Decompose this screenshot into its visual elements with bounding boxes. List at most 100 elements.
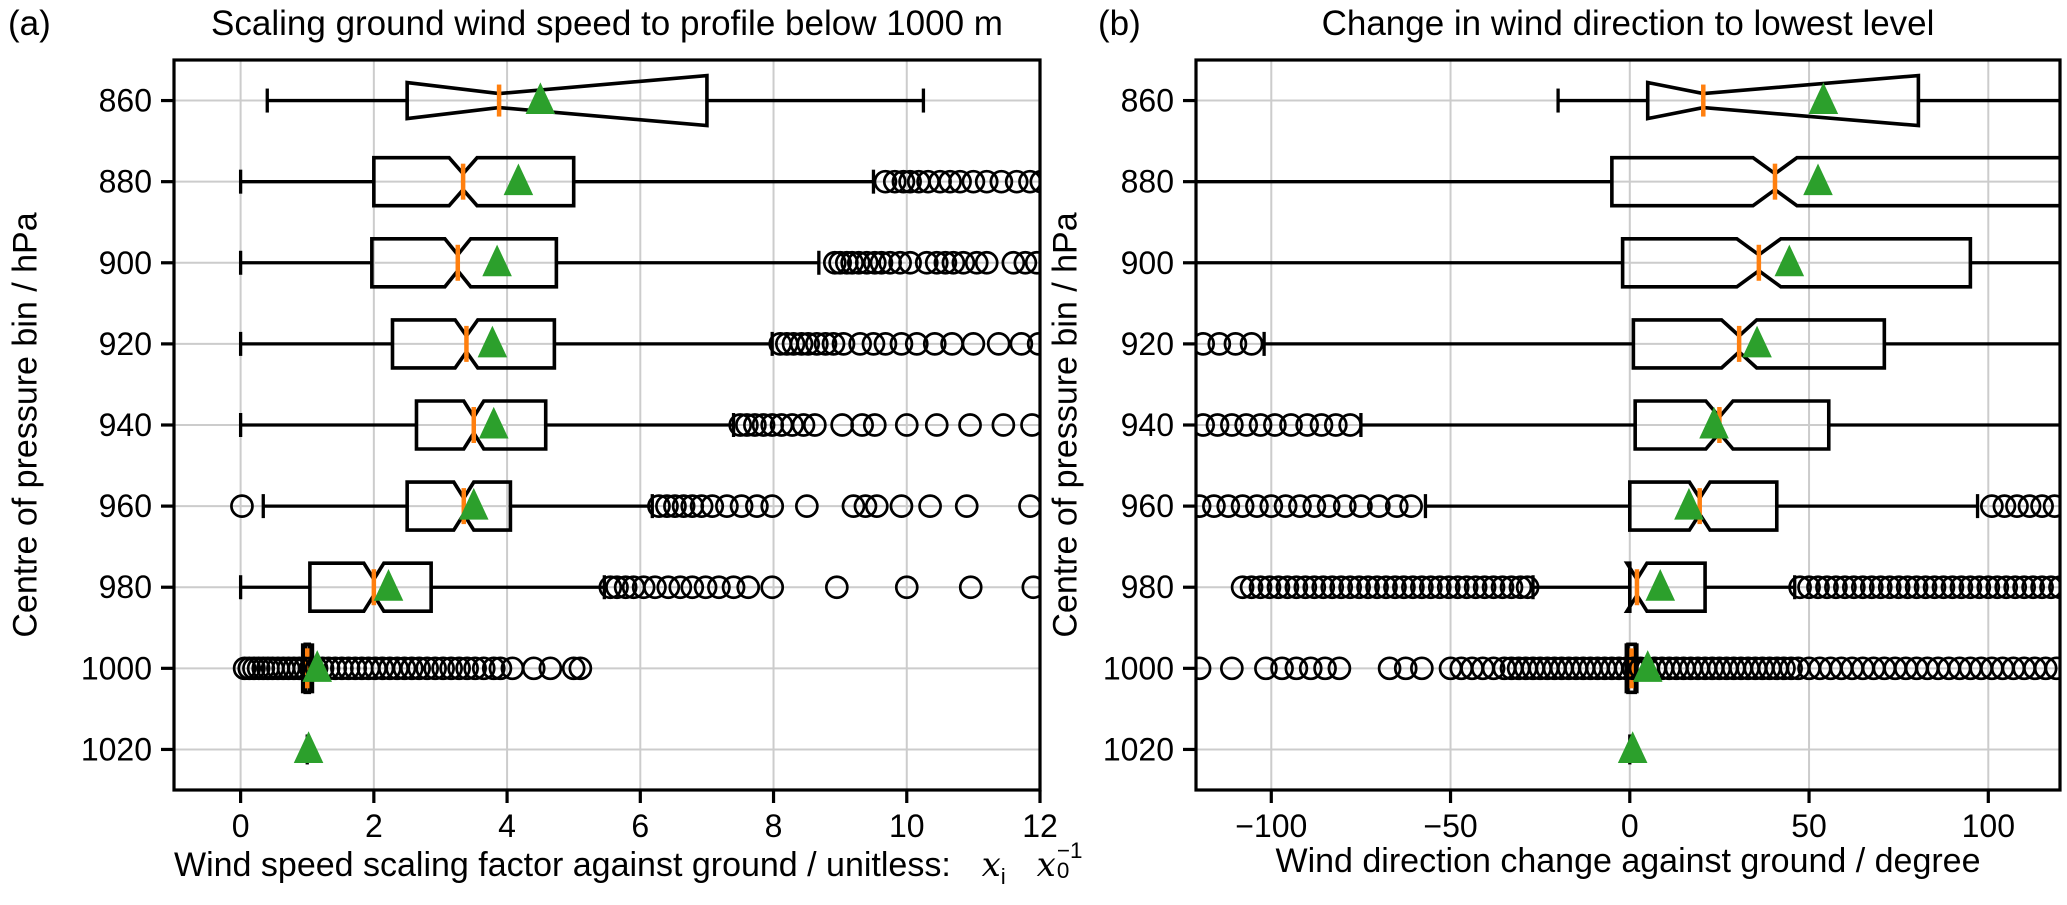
outlier-point [745, 494, 769, 518]
outlier-point [951, 250, 976, 275]
outlier-point [889, 494, 914, 518]
outlier-point [1021, 575, 1040, 600]
outlier-point [1454, 575, 1479, 600]
box-notched [390, 318, 557, 370]
mean-marker [525, 82, 556, 115]
outlier-point [1263, 413, 1287, 437]
outlier-point [1859, 575, 1884, 600]
outlier-point [918, 494, 942, 518]
outlier-point [736, 575, 761, 600]
outlier-point [831, 332, 856, 356]
outlier-point [735, 413, 759, 437]
y-tick-label: 900 [1121, 245, 1174, 281]
outlier-point [1293, 575, 1318, 600]
outlier-point [715, 494, 739, 518]
outlier-point [760, 494, 785, 518]
outlier-point [568, 656, 593, 681]
outlier-point [1284, 656, 1309, 681]
outlier-point [802, 413, 827, 437]
y-tick-label: 1000 [1103, 650, 1174, 686]
outlier-point [914, 250, 939, 275]
outlier-point [1931, 575, 1956, 600]
outlier-point [974, 250, 999, 275]
outlier-point [1220, 656, 1244, 681]
mean-marker [293, 731, 324, 763]
box [1626, 642, 1637, 695]
outlier-point [841, 494, 866, 518]
outlier-point [471, 656, 496, 681]
outlier-point [1481, 575, 1506, 600]
outlier-point [1323, 413, 1348, 437]
outlier-point [958, 575, 983, 600]
outlier-point [463, 656, 487, 681]
outlier-point [1877, 575, 1902, 600]
outlier-point [958, 413, 982, 437]
outlier-point [1349, 494, 1373, 518]
outlier-point [521, 656, 546, 681]
box-notched [405, 480, 513, 532]
mean-marker [373, 569, 404, 601]
outlier-point [1772, 656, 1796, 681]
y-tick-label: 1020 [81, 731, 152, 767]
outlier-point [1239, 332, 1264, 356]
outlier-point [2033, 656, 2058, 681]
outlier-point [700, 494, 725, 518]
data-layer [1196, 73, 2060, 765]
outlier-point [2005, 494, 2029, 518]
outlier-point [1295, 413, 1319, 437]
outlier-point [2039, 575, 2060, 600]
outlier-point [964, 250, 989, 275]
outlier-point [854, 250, 879, 275]
outlier-point [655, 494, 679, 518]
outlier-point [1384, 494, 1409, 518]
outlier-point [1202, 494, 1226, 518]
outlier-point [889, 332, 914, 356]
outlier-point [1266, 575, 1291, 600]
outlier-point [2021, 575, 2045, 600]
outlier-point [230, 494, 254, 518]
y-tick-label: 920 [1121, 326, 1174, 362]
x-tick-label: 50 [1791, 808, 1827, 844]
outlier-point [1230, 494, 1255, 518]
mean-marker [503, 163, 534, 196]
outlier-point [1338, 575, 1363, 600]
outlier-point [1245, 494, 1269, 518]
outlier-point [1436, 575, 1461, 600]
outlier-point [898, 169, 922, 194]
outlier-point [1320, 575, 1345, 600]
outlier-point [1992, 494, 2017, 518]
outlier-point [1196, 494, 1212, 518]
y-tick-label: 900 [99, 245, 152, 281]
outlier-point [561, 656, 586, 681]
outlier-point [862, 413, 887, 437]
y-tick-label: 880 [1121, 164, 1174, 200]
y-tick-label: 1020 [1103, 731, 1174, 767]
outlier-point [1013, 250, 1038, 275]
panel-a-tag: (a) [8, 4, 51, 43]
outlier-point [1230, 575, 1255, 600]
outlier-point [439, 656, 463, 681]
outlier-point [1004, 169, 1029, 194]
outlier-point [1196, 656, 1212, 681]
y-tick-label: 960 [1121, 488, 1174, 524]
outlier-point [647, 494, 671, 518]
box-notched [370, 236, 559, 289]
outlier-point [1216, 494, 1241, 518]
outlier-point [415, 656, 439, 681]
outlier-point [1279, 413, 1303, 437]
panel-a-xlabel-text: Wind speed scaling factor against ground… [174, 846, 951, 884]
outlier-point [1508, 575, 1533, 600]
mean-marker [302, 650, 333, 682]
box-notched [308, 561, 433, 614]
x-tick-label: 4 [498, 808, 516, 844]
outlier-point [924, 250, 949, 275]
outlier-point [1275, 575, 1300, 600]
outlier-point [1288, 494, 1312, 518]
outlier-point [1316, 494, 1341, 518]
outlier-point [1797, 575, 1821, 600]
outlier-point [1254, 656, 1278, 681]
mean-marker [1632, 650, 1663, 682]
mean-marker [1674, 487, 1704, 520]
outlier-point [488, 656, 513, 681]
outlier-point [1024, 250, 1040, 275]
